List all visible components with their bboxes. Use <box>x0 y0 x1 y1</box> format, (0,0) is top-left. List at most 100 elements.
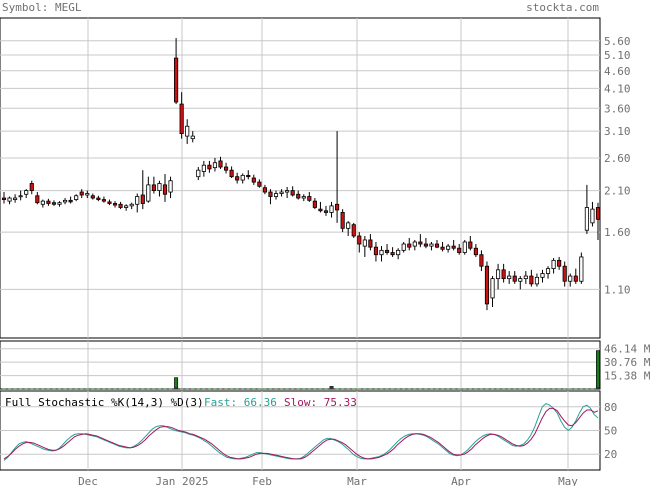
volume-bar <box>113 388 117 390</box>
candle-body <box>523 275 528 280</box>
volume-bar <box>241 388 245 390</box>
candle <box>68 196 73 204</box>
volume-bar <box>213 388 217 390</box>
candle <box>162 174 168 202</box>
candle-body <box>473 247 478 256</box>
volume-bar <box>346 388 350 390</box>
candle <box>423 237 428 249</box>
candle <box>212 157 218 172</box>
candle-body <box>13 197 18 200</box>
candle <box>223 162 229 174</box>
candle-body <box>384 249 390 253</box>
candle-body <box>35 195 40 204</box>
candle <box>335 131 340 223</box>
candle <box>434 239 440 249</box>
volume-bar <box>551 388 556 390</box>
candle <box>151 176 156 194</box>
candle-body <box>112 203 118 206</box>
volume-bar <box>335 388 339 390</box>
candle <box>362 235 367 257</box>
candle <box>562 261 567 287</box>
candle <box>13 194 18 203</box>
volume-bar <box>96 388 101 390</box>
candle-body <box>518 278 523 282</box>
volume-bar <box>324 388 328 390</box>
volume-bar <box>179 388 184 390</box>
candle <box>124 204 129 211</box>
candle <box>107 199 112 206</box>
candle-body <box>451 245 456 249</box>
volume-bar <box>185 388 189 390</box>
candle <box>346 221 351 236</box>
candle <box>18 190 23 201</box>
candle <box>584 184 589 235</box>
volume-bar <box>268 388 273 390</box>
candle <box>157 180 162 197</box>
volume-bar <box>152 388 156 390</box>
candle-body <box>373 246 379 256</box>
candle <box>573 268 578 284</box>
volume-bar <box>590 388 595 390</box>
candle-body <box>557 259 562 267</box>
candle-body <box>379 249 384 256</box>
volume-bar <box>446 388 450 390</box>
candle <box>85 190 90 199</box>
volume-bar <box>390 388 395 390</box>
candle-body <box>74 195 79 200</box>
candle <box>273 190 279 200</box>
candle-body <box>218 160 223 168</box>
candle <box>529 269 534 287</box>
candle-body <box>551 259 556 270</box>
candle <box>251 174 256 185</box>
candle-body <box>107 201 112 204</box>
candle <box>229 166 234 179</box>
volume-bar <box>385 388 389 390</box>
candle <box>235 172 240 184</box>
volume-bar <box>246 388 250 390</box>
candle <box>551 258 556 274</box>
volume-bar <box>451 388 456 390</box>
volume-bar <box>157 388 162 390</box>
volume-bar <box>468 388 472 390</box>
stochastic-y-tick-labels: 80 50 20 <box>604 401 617 461</box>
candle <box>96 195 101 202</box>
volume-bar <box>490 388 495 390</box>
volume-bar <box>235 388 239 390</box>
candle <box>296 190 301 200</box>
price-y-tick-label: 5.10 <box>604 49 631 62</box>
volume-bar <box>130 388 134 390</box>
volume-bar <box>263 388 267 390</box>
candle <box>379 246 384 262</box>
slow-stochastic-line <box>3 407 599 460</box>
volume-bar <box>546 388 550 390</box>
candle-body <box>1 197 7 200</box>
candle-body <box>279 191 284 194</box>
candle-body <box>423 243 428 247</box>
candle-body <box>229 169 234 178</box>
candle-body <box>312 200 317 208</box>
volume-bar <box>435 388 439 390</box>
candle-body <box>446 245 451 250</box>
candle <box>1 192 7 204</box>
candle-body <box>368 239 373 248</box>
candle-body <box>146 184 151 202</box>
volume-bar <box>229 388 234 390</box>
candle <box>24 189 29 199</box>
candle-body <box>462 241 467 253</box>
volume-bar <box>57 388 62 390</box>
volume-bar <box>18 388 23 390</box>
candle <box>590 201 595 227</box>
volume-bar <box>352 388 356 390</box>
volume-bar <box>557 388 561 390</box>
candle-body <box>357 235 362 245</box>
candle-body <box>468 241 473 249</box>
candle <box>384 244 390 255</box>
volume-bar <box>191 388 195 390</box>
volume-bar <box>418 388 423 390</box>
candle-body <box>396 249 401 256</box>
candle-body <box>490 278 495 299</box>
candle-body <box>7 197 12 202</box>
volume-bar <box>107 388 112 390</box>
volume-bar <box>429 388 434 390</box>
